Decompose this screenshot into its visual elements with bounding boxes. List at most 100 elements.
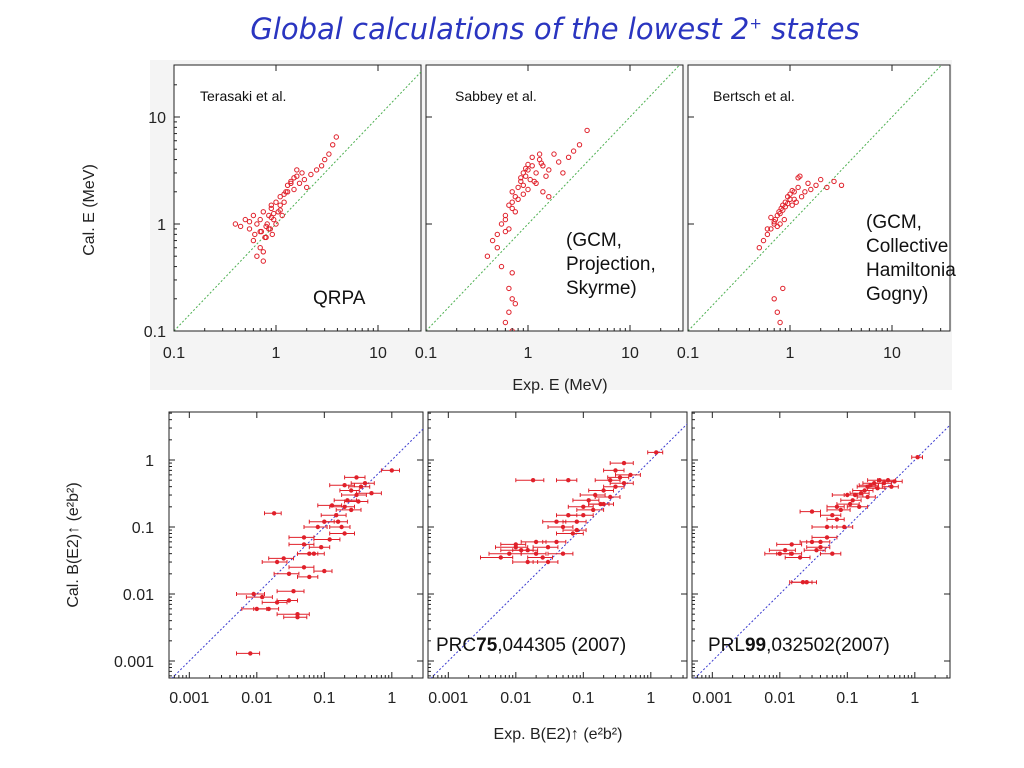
data-point — [354, 475, 359, 480]
data-point — [875, 486, 880, 491]
data-point — [785, 200, 791, 207]
data-point — [780, 207, 786, 213]
x-tick-label: 10 — [883, 345, 901, 362]
data-point — [570, 531, 576, 536]
diagonal-line — [688, 65, 943, 331]
note-line: Collective — [866, 236, 948, 257]
data-point — [279, 212, 285, 219]
data-point — [296, 180, 303, 187]
data-point — [286, 598, 292, 603]
data-point — [586, 498, 591, 503]
data-point — [824, 535, 830, 540]
y-tick-label: 1 — [157, 217, 166, 234]
note-line: (GCM, — [566, 230, 622, 251]
data-point — [523, 173, 529, 179]
x-tick-label: 10 — [369, 345, 387, 362]
data-point — [277, 194, 283, 200]
x-tick-label: 1 — [272, 345, 281, 362]
data-point — [301, 535, 307, 540]
x-tick-label: 0.1 — [677, 345, 699, 362]
data-point — [858, 491, 864, 496]
reference-journal: PRC — [436, 635, 476, 656]
data-point — [838, 507, 843, 513]
data-point — [824, 524, 830, 530]
data-point — [868, 483, 873, 488]
x-tick-label: 0.01 — [764, 690, 795, 707]
data-point — [251, 591, 256, 597]
data-point — [311, 551, 317, 556]
data-point — [533, 170, 539, 176]
data-point — [327, 537, 332, 542]
reference-volume: 75 — [476, 635, 498, 656]
data-point — [271, 210, 277, 217]
title-main: Global calculations of the lowest 2 — [250, 12, 750, 46]
data-point — [560, 524, 566, 530]
x-tick-label: 0.1 — [415, 345, 437, 362]
data-point — [264, 221, 270, 227]
note-line: Projection, — [566, 254, 656, 275]
data-point — [257, 228, 263, 235]
panel-author-label: Bertsch et al. — [713, 88, 795, 104]
data-point — [277, 207, 283, 213]
plot-frame — [173, 64, 422, 332]
data-point — [342, 531, 347, 536]
data-point — [389, 468, 394, 473]
data-point — [506, 309, 512, 315]
data-point — [529, 154, 535, 161]
data-point — [581, 504, 586, 509]
title-suffix: states — [761, 12, 860, 46]
data-point — [540, 555, 545, 560]
data-point — [509, 296, 515, 302]
data-point — [342, 504, 347, 509]
data-point — [349, 488, 354, 493]
data-point — [628, 472, 633, 478]
data-point — [613, 468, 618, 473]
data-point — [830, 513, 835, 518]
data-point — [281, 199, 287, 205]
data-point — [814, 548, 819, 553]
y-tick-label: 0.01 — [123, 587, 154, 604]
data-point — [520, 191, 526, 197]
bottom-panel-2: 0.001 0.01 0.1 1 PRC75,044305 (2007) — [427, 411, 688, 707]
data-point — [546, 194, 552, 200]
data-point — [831, 178, 837, 185]
data-point — [257, 245, 263, 251]
note-line: (GCM, — [866, 212, 922, 233]
data-point — [330, 142, 336, 148]
plot-frame — [691, 411, 951, 679]
data-point — [525, 559, 530, 565]
data-point — [246, 219, 253, 225]
data-point — [237, 223, 244, 230]
data-point — [260, 594, 265, 600]
data-point — [781, 216, 787, 223]
data-point — [764, 231, 771, 238]
data-point — [335, 519, 341, 524]
data-point — [329, 503, 335, 508]
data-point — [808, 186, 814, 193]
data-point — [250, 212, 257, 219]
data-point — [509, 205, 515, 212]
data-point — [257, 216, 263, 223]
x-tick-label: 0.001 — [692, 690, 732, 707]
data-point — [768, 214, 774, 221]
y-tick-label: 0.1 — [132, 520, 154, 537]
data-point — [802, 189, 808, 195]
bottom-y-axis-title: Cal. B(E2)↑ (e²b²) — [65, 482, 82, 607]
data-point — [502, 319, 509, 326]
data-point — [520, 182, 526, 189]
top-panel-1: 0.1 1 10 0.1 1 10 Terasaki et al. — [144, 64, 422, 362]
data-point — [498, 263, 505, 270]
x-tick-label: 0.1 — [836, 690, 858, 707]
data-point — [545, 545, 551, 550]
data-point — [268, 205, 274, 212]
data-point — [889, 484, 894, 489]
data-point — [601, 488, 606, 493]
data-point — [349, 507, 354, 513]
note-line: QRPA — [313, 288, 366, 309]
data-point — [509, 199, 515, 205]
data-point — [760, 237, 767, 244]
data-point — [556, 159, 562, 165]
data-point — [502, 228, 509, 235]
data-point — [774, 223, 780, 230]
data-point — [322, 156, 328, 163]
